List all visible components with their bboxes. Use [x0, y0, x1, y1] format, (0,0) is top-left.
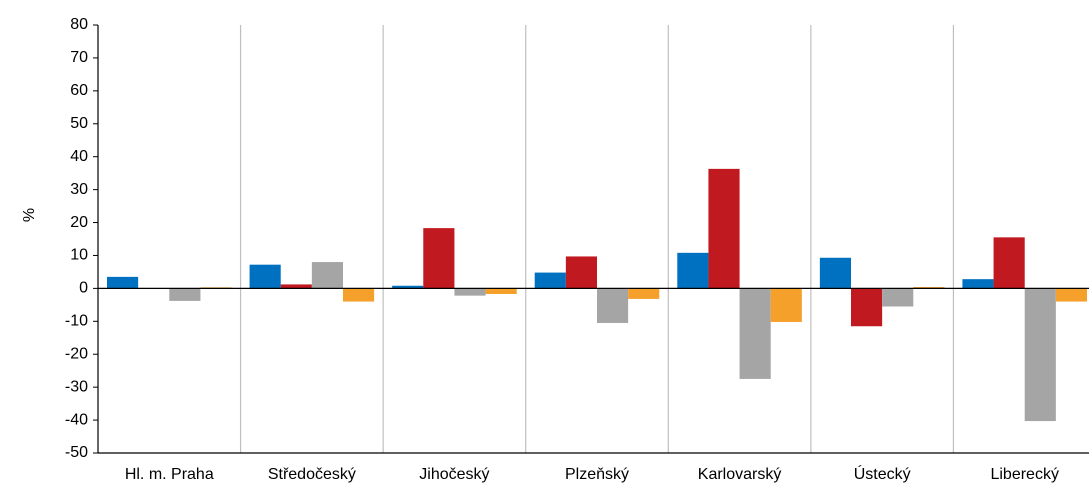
- x-tick-label: Středočeský: [268, 466, 356, 483]
- bar: [249, 264, 281, 289]
- bar: [882, 288, 914, 307]
- y-tick-label: 50: [70, 115, 88, 132]
- y-tick-label: 10: [70, 247, 88, 264]
- bar: [819, 257, 851, 289]
- bar: [1024, 288, 1056, 422]
- y-tick-label: -10: [65, 313, 88, 330]
- y-tick-label: 20: [70, 214, 88, 231]
- y-tick-label: -30: [65, 378, 88, 395]
- bar: [169, 288, 201, 301]
- bar: [311, 262, 343, 289]
- bar: [597, 288, 629, 323]
- y-tick-label: 30: [70, 181, 88, 198]
- bar: [739, 288, 771, 379]
- bar: [565, 256, 597, 289]
- bar: [677, 252, 709, 289]
- y-tick-label: -20: [65, 345, 88, 362]
- bar: [280, 284, 312, 289]
- x-tick-label: Liberecký: [990, 466, 1058, 483]
- bar: [851, 288, 883, 327]
- y-tick-label: 40: [70, 148, 88, 165]
- bar: [107, 276, 139, 289]
- bar: [993, 237, 1025, 289]
- y-axis-label: %: [21, 208, 38, 222]
- bar: [485, 288, 517, 294]
- y-tick-label: -50: [65, 444, 88, 461]
- x-tick-label: Ústecký: [854, 464, 911, 483]
- y-tick-label: 60: [70, 82, 88, 99]
- bar: [423, 228, 455, 289]
- bar: [534, 272, 566, 289]
- bar: [343, 288, 375, 302]
- bar: [1055, 288, 1087, 302]
- bar: [392, 285, 424, 289]
- bar: [913, 287, 945, 289]
- bar: [962, 279, 994, 289]
- x-tick-label: Plzeňský: [565, 466, 629, 483]
- x-tick-label: Jihočeský: [419, 466, 489, 483]
- x-tick-label: Karlovarský: [698, 466, 782, 483]
- bar: [454, 288, 486, 296]
- y-tick-label: 70: [70, 49, 88, 66]
- bar: [628, 288, 660, 299]
- bar: [708, 168, 740, 289]
- bar: [770, 288, 802, 322]
- y-tick-label: 0: [79, 280, 88, 297]
- y-tick-label: 80: [70, 16, 88, 33]
- y-tick-label: -40: [65, 411, 88, 428]
- x-tick-label: Hl. m. Praha: [125, 466, 214, 483]
